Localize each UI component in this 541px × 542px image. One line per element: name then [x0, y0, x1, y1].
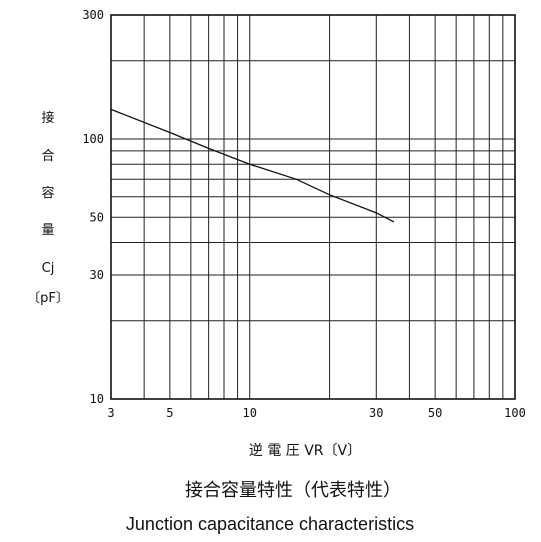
y-tick-label: 300 [82, 8, 104, 22]
y-axis-label-line: 合 [41, 149, 54, 164]
tick-labels: 3 5 10 30 50 100 10 30 50 100 300 [82, 8, 526, 420]
x-tick-label: 3 [107, 406, 114, 420]
y-axis-label-line: 量 [41, 223, 54, 238]
x-axis-label: 逆 電 圧 VR〔V〕 [249, 443, 361, 459]
y-axis-label-line: Cj [42, 261, 55, 276]
x-tick-label: 5 [166, 406, 173, 420]
y-tick-label: 100 [82, 132, 104, 146]
x-tick-label: 10 [242, 406, 256, 420]
y-tick-label: 10 [90, 392, 104, 406]
x-tick-label: 100 [504, 406, 526, 420]
y-axis-label-line: 容 [41, 185, 54, 201]
y-axis-label-line: 〔pF〕 [27, 291, 69, 306]
plot-frame [110, 14, 516, 400]
x-tick-label: 30 [369, 406, 383, 420]
series-line [110, 108, 395, 223]
y-axis-label-line: 接 [41, 110, 54, 126]
y-tick-label: 30 [90, 268, 104, 282]
y-axis-label: 接合容量 Cj 〔pF〕 [27, 110, 69, 306]
chart-subtitle: Junction capacitance characteristics [126, 514, 414, 534]
y-tick-label: 50 [90, 210, 104, 224]
series [110, 108, 395, 223]
x-tick-label: 50 [428, 406, 442, 420]
chart-title: 接合容量特性（代表特性） [185, 480, 401, 501]
grid [110, 14, 516, 400]
